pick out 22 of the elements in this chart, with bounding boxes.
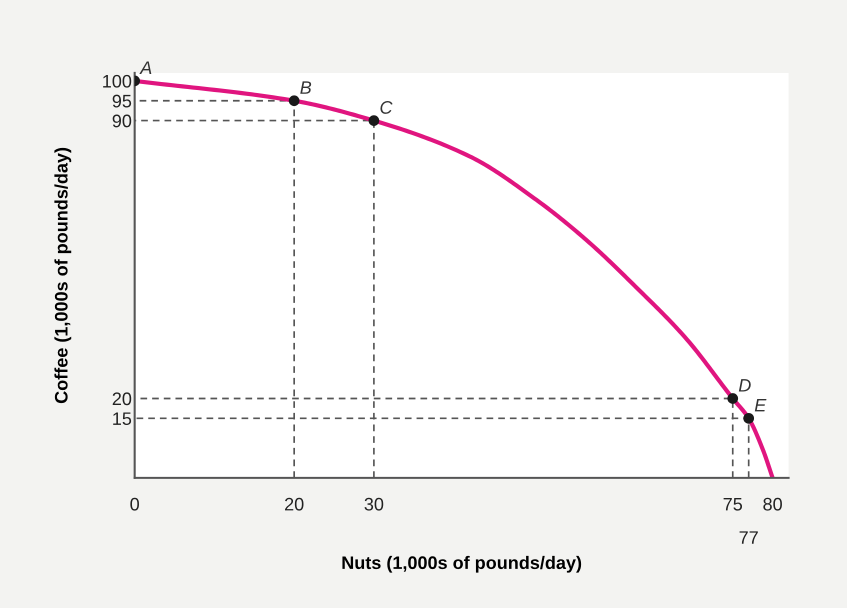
y-tick-label: 15: [113, 412, 132, 426]
x-axis-title: Nuts (1,000s of pounds/day): [342, 556, 582, 573]
point: [727, 393, 738, 404]
point: [743, 412, 754, 424]
x-tick-label: 30: [364, 498, 384, 511]
annotation: 77: [740, 531, 758, 544]
annotation: D: [738, 379, 751, 392]
y-axis-title: Coffee (1,000s of pounds/day): [54, 148, 72, 404]
annotation: A: [139, 62, 152, 74]
y-tick-label: 100: [103, 74, 132, 88]
annotation: B: [300, 81, 312, 94]
annotation: E: [754, 398, 766, 412]
point: [288, 95, 300, 106]
annotation: C: [380, 101, 393, 114]
x-tick-label: 20: [285, 498, 304, 511]
y-tick-label: 95: [112, 94, 132, 108]
y-tick-label: 20: [112, 392, 132, 406]
x-tick-label: 75: [724, 498, 742, 511]
point: [368, 115, 380, 126]
x-tick-label: 0: [130, 498, 139, 511]
y-tick-label: 90: [112, 114, 132, 128]
x-tick-label: 80: [763, 498, 782, 511]
